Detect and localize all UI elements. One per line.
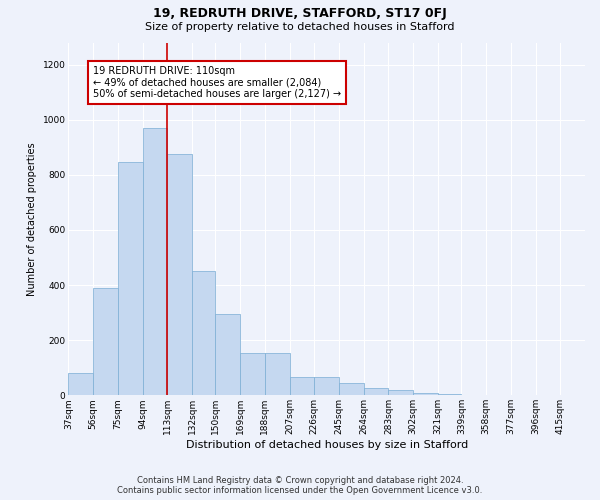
Bar	[93, 288, 118, 396]
Bar	[388, 390, 413, 396]
Bar	[364, 388, 388, 396]
Bar	[167, 154, 192, 396]
Bar	[290, 378, 314, 396]
Bar	[192, 272, 215, 396]
Bar	[215, 314, 240, 396]
Bar	[413, 393, 438, 396]
Bar	[240, 352, 265, 396]
Bar	[314, 378, 339, 396]
Text: Contains HM Land Registry data © Crown copyright and database right 2024.
Contai: Contains HM Land Registry data © Crown c…	[118, 476, 482, 495]
Bar	[143, 128, 167, 396]
Text: 19, REDRUTH DRIVE, STAFFORD, ST17 0FJ: 19, REDRUTH DRIVE, STAFFORD, ST17 0FJ	[153, 8, 447, 20]
Bar	[68, 373, 93, 396]
Y-axis label: Number of detached properties: Number of detached properties	[27, 142, 37, 296]
Bar	[461, 394, 486, 396]
X-axis label: Distribution of detached houses by size in Stafford: Distribution of detached houses by size …	[185, 440, 468, 450]
Text: 19 REDRUTH DRIVE: 110sqm
← 49% of detached houses are smaller (2,084)
50% of sem: 19 REDRUTH DRIVE: 110sqm ← 49% of detach…	[93, 66, 341, 99]
Bar	[118, 162, 143, 396]
Text: Size of property relative to detached houses in Stafford: Size of property relative to detached ho…	[145, 22, 455, 32]
Bar	[438, 394, 461, 396]
Bar	[265, 352, 290, 396]
Bar	[339, 383, 364, 396]
